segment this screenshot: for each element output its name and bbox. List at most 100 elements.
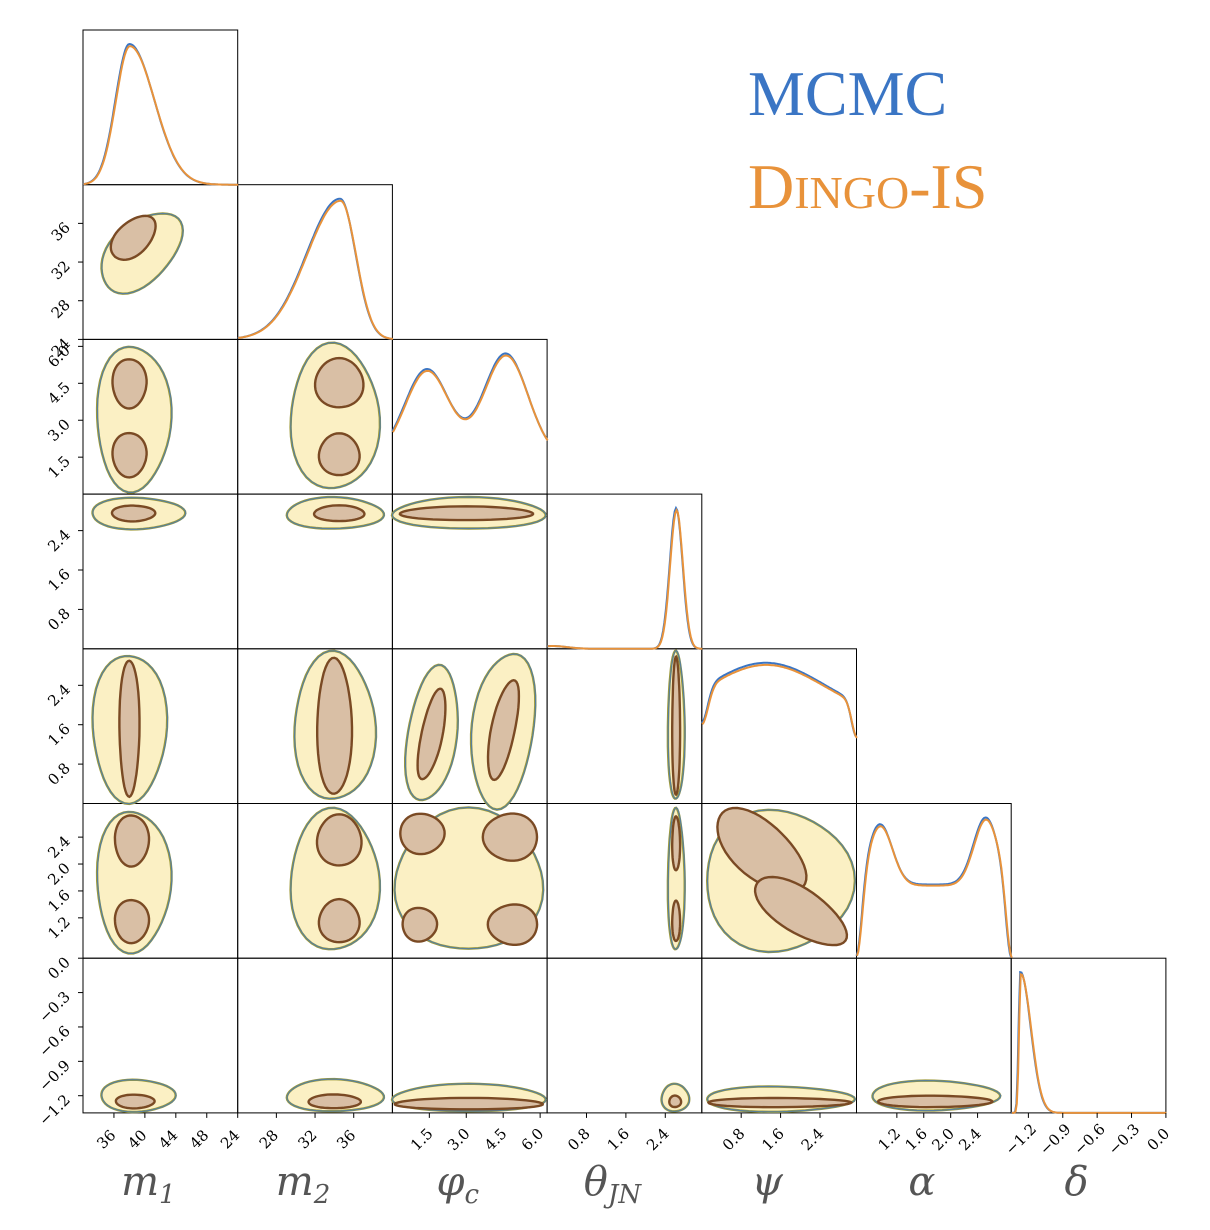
contour-thetajn-m2-inner-0-0 [312, 504, 366, 523]
contour-thetajn-phic-inner-0-0 [398, 505, 535, 522]
xlabel-psi: ψ [751, 1159, 783, 1205]
ytick-label-delta-4: 0.0 [44, 953, 74, 983]
contour-delta-thetajn-outer-mcmc-0 [661, 1083, 691, 1112]
marginal-alpha-mcmc [855, 816, 1013, 959]
contour-thetajn-m2-outer-mcmc-0 [286, 496, 385, 530]
ytick-label-phi_c-0: 1.5 [44, 452, 74, 482]
xtick-label-theta_jn-1: 1.6 [604, 1125, 634, 1155]
marginal-phic-mcmc [391, 352, 548, 441]
ytick-label-delta-3: −0.3 [35, 988, 73, 1026]
xtick-label-m2-3: 36 [333, 1126, 359, 1152]
ytick-label-theta_jn-2: 2.4 [44, 526, 74, 556]
legend-dingo-d: D [748, 151, 794, 222]
contour-phic-m2-outer-mcmc-0 [290, 341, 381, 489]
contour-psi-phic-inner-1-0 [486, 678, 521, 782]
contour-psi-m2-inner-0-0 [316, 656, 354, 795]
contour-psi-phic-outer-mcmc-1 [470, 653, 537, 811]
marginal-psi-mcmc [701, 661, 858, 738]
contour-thetajn-phic-outer-mcmc-0 [391, 496, 547, 530]
contour-delta-m2-outer-mcmc-0 [286, 1078, 385, 1112]
xtick-label-m1-0: 36 [93, 1126, 119, 1152]
xlabel-m1: m1 [121, 1159, 175, 1210]
marginal-m2-mcmc [237, 197, 393, 340]
xtick-label-m1-1: 40 [124, 1126, 150, 1152]
contour-delta-m2-inner-0-0 [307, 1093, 362, 1110]
contour-delta-psi-inner-0-0 [706, 1096, 854, 1109]
ytick-label-theta_jn-0: 0.8 [44, 605, 74, 635]
contour-thetajn-m1-outer-mcmc-0 [92, 497, 187, 531]
contour-phic-m1-inner-0-0 [111, 358, 148, 410]
xlabel-delta: δ [1065, 1159, 1089, 1205]
marginal-thetajn-mcmc [547, 505, 702, 650]
ytick-label-alpha-0: 1.2 [44, 913, 74, 943]
ytick-label-phi_c-2: 4.5 [44, 378, 74, 408]
ytick-label-m2-3: 36 [48, 218, 74, 244]
contour-alpha-thetajn-outer-mcmc-0 [667, 807, 686, 950]
contour-phic-m2-inner-0-1 [317, 432, 361, 477]
xtick-label-m2-1: 28 [256, 1126, 282, 1152]
xtick-label-phi_c-1: 3.0 [444, 1125, 474, 1155]
xtick-label-m2-2: 32 [294, 1126, 320, 1152]
xtick-label-alpha-0: 1.2 [875, 1125, 905, 1155]
contour-delta-m1-outer-mcmc-0 [101, 1079, 177, 1113]
marginal-phic-dingo [392, 354, 549, 441]
ytick-label-phi_c-1: 3.0 [44, 415, 74, 445]
ytick-label-alpha-3: 2.4 [44, 832, 74, 862]
panel-frame-psi-psi [701, 648, 857, 804]
contour-alpha-thetajn-inner-0-0 [671, 815, 682, 872]
contour-psi-phic-inner-0-0 [416, 687, 447, 781]
marginal-psi-dingo [701, 663, 858, 739]
contour-alpha-psi-inner-0-1 [753, 875, 849, 947]
contour-alpha-m2-outer-mcmc-0 [290, 807, 381, 950]
ytick-label-psi-0: 0.8 [44, 759, 74, 789]
xlabel-m2: m2 [276, 1159, 330, 1210]
xtick-label-delta-1: −0.9 [1036, 1120, 1074, 1158]
xlabel-sub-m2: 2 [313, 1180, 331, 1210]
xlabel-sub-theta_jn: JN [603, 1180, 642, 1210]
xlabel-sub-m1: 1 [159, 1180, 176, 1210]
ytick-label-delta-1: −0.9 [35, 1056, 73, 1094]
xtick-label-alpha-2: 2.0 [928, 1125, 958, 1155]
ytick-label-psi-1: 1.6 [44, 720, 74, 750]
marginal-delta-mcmc [1011, 970, 1166, 1114]
contour-alpha-thetajn-inner-0-1 [671, 899, 682, 943]
marginal-m1-dingo [83, 45, 239, 186]
marginal-m1-mcmc [82, 42, 238, 186]
contour-alpha-phic-inner-0-1 [481, 812, 539, 862]
marginal-thetajn-dingo [547, 507, 703, 650]
marginal-m2-dingo [238, 199, 393, 340]
contour-m2-m1-inner-0-0 [109, 214, 157, 262]
contour-delta-alpha-inner-0-0 [876, 1094, 994, 1109]
ytick-label-psi-2: 2.4 [44, 680, 74, 710]
contour-alpha-phic-inner-0-2 [401, 906, 439, 943]
contour-phic-m1-outer-mcmc-0 [96, 346, 173, 494]
contour-alpha-phic-inner-0-0 [399, 812, 446, 856]
xtick-label-delta-2: −0.6 [1070, 1120, 1108, 1158]
contour-alpha-m1-outer-mcmc-0 [96, 811, 173, 954]
xtick-label-alpha-1: 1.6 [901, 1125, 931, 1155]
legend-dingo-is: -IS [909, 151, 987, 222]
contour-delta-thetajn-inner-0-0 [668, 1094, 683, 1109]
contour-delta-phic-inner-0-0 [393, 1096, 544, 1111]
xtick-label-phi_c-2: 4.5 [481, 1125, 511, 1155]
ytick-label-delta-0: −1.2 [35, 1091, 73, 1129]
contour-psi-m2-outer-mcmc-0 [293, 650, 377, 800]
xtick-label-m1-2: 44 [155, 1126, 181, 1152]
ytick-label-delta-2: −0.6 [35, 1022, 73, 1060]
xtick-label-phi_c-0: 1.5 [407, 1125, 437, 1155]
ytick-label-m2-2: 32 [48, 257, 74, 283]
xtick-label-psi-0: 0.8 [719, 1125, 749, 1155]
legend: MCMC DINGO-IS [748, 58, 987, 222]
panel-frame-delta-delta [1010, 957, 1167, 1114]
contour-alpha-m1-inner-0-0 [113, 814, 151, 868]
xlabel-phi_c: φc [436, 1159, 479, 1210]
xtick-label-m2-0: 24 [217, 1126, 243, 1152]
contour-psi-thetajn-inner-0-0 [671, 654, 682, 796]
contour-thetajn-m1-inner-0-0 [110, 504, 157, 523]
xtick-label-psi-2: 2.4 [798, 1125, 828, 1155]
contour-alpha-phic-inner-0-3 [486, 903, 539, 946]
contour-delta-phic-outer-mcmc-0 [391, 1083, 547, 1112]
contour-psi-m1-outer-mcmc-0 [92, 655, 169, 805]
xtick-label-theta_jn-0: 0.8 [564, 1125, 594, 1155]
